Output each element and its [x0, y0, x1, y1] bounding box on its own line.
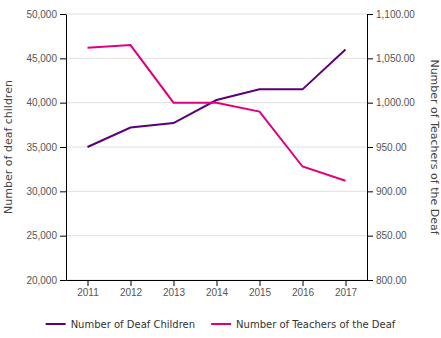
tick-label: 1,100.00 — [376, 9, 415, 20]
tick-mark — [131, 280, 132, 286]
tick-mark — [60, 147, 66, 148]
tick-mark — [60, 236, 66, 237]
grid-line — [66, 58, 367, 59]
legend-label: Number of Deaf Children — [71, 319, 195, 330]
y2-axis-title: Number of Teachers of the Deaf — [428, 59, 441, 235]
tick-label: 25,000 — [26, 230, 57, 241]
legend: Number of Deaf Children Number of Teacher… — [46, 319, 396, 330]
tick-mark — [346, 280, 347, 286]
tick-mark — [174, 280, 175, 286]
y2-axis: 800.00 850.00 900.00 950.00 1,000.00 1,050.00… — [367, 9, 415, 286]
axis-line — [66, 15, 67, 281]
tick-mark — [367, 58, 373, 59]
tick: 40,000 — [26, 97, 66, 108]
tick-mark — [367, 103, 373, 104]
grid-line — [66, 147, 367, 148]
tick-mark — [367, 280, 373, 281]
tick-mark — [367, 147, 373, 148]
tick-mark — [60, 280, 66, 281]
tick-label: 2014 — [206, 287, 229, 298]
tick: 2015 — [249, 280, 272, 298]
tick-mark — [60, 58, 66, 59]
tick-label: 2015 — [249, 287, 272, 298]
tick-mark — [367, 191, 373, 192]
tick: 35,000 — [26, 142, 66, 153]
tick: 800.00 — [367, 275, 407, 286]
chart: 2011 2012 2013 2014 2015 2016 2017 20,000 25,000… — [0, 0, 441, 338]
grid-line — [66, 191, 367, 192]
tick: 950.00 — [367, 142, 407, 153]
legend-label: Number of Teachers of the Deaf — [236, 319, 396, 330]
tick-mark — [303, 280, 304, 286]
grid-line — [66, 235, 367, 236]
legend-swatch — [46, 323, 66, 325]
tick-mark — [88, 280, 89, 286]
tick-label: 900.00 — [376, 186, 407, 197]
y-axis-title: Number of deaf children — [2, 80, 15, 214]
tick-label: 45,000 — [26, 53, 57, 64]
tick: 50,000 — [26, 9, 66, 20]
tick: 1,050.00 — [367, 53, 415, 64]
legend-item: Number of Teachers of the Deaf — [211, 319, 396, 330]
tick-label: 2013 — [163, 287, 186, 298]
tick: 850.00 — [367, 230, 407, 241]
tick: 2012 — [120, 280, 143, 298]
plot: 2011 2012 2013 2014 2015 2016 2017 20,000 25,000… — [2, 9, 441, 298]
tick: 20,000 — [26, 275, 66, 286]
x-axis: 2011 2012 2013 2014 2015 2016 2017 — [67, 280, 368, 298]
tick-label: 30,000 — [26, 186, 57, 197]
tick-label: 20,000 — [26, 275, 57, 286]
tick-label: 2017 — [335, 287, 358, 298]
tick-mark — [60, 191, 66, 192]
tick-mark — [367, 14, 373, 15]
series-line — [88, 49, 346, 147]
legend-swatch — [211, 323, 231, 325]
y-axis: 20,000 25,000 30,000 35,000 40,000 45,000 50,0… — [26, 9, 66, 286]
tick-mark — [260, 280, 261, 286]
tick-label: 40,000 — [26, 97, 57, 108]
tick-mark — [60, 103, 66, 104]
tick: 1,100.00 — [367, 9, 415, 20]
tick: 30,000 — [26, 186, 66, 197]
tick-label: 1,000.00 — [376, 97, 415, 108]
tick: 2016 — [292, 280, 315, 298]
tick-label: 2016 — [292, 287, 315, 298]
tick-label: 950.00 — [376, 142, 407, 153]
tick-mark — [367, 236, 373, 237]
tick: 45,000 — [26, 53, 66, 64]
grid — [66, 14, 367, 280]
lines — [88, 45, 346, 181]
tick: 2017 — [335, 280, 358, 298]
tick: 900.00 — [367, 186, 407, 197]
grid-line — [66, 14, 367, 15]
tick-label: 35,000 — [26, 142, 57, 153]
tick: 25,000 — [26, 230, 66, 241]
tick: 2014 — [206, 280, 229, 298]
tick: 2011 — [77, 280, 99, 298]
tick-label: 1,050.00 — [376, 53, 415, 64]
tick: 2013 — [163, 280, 186, 298]
tick: 1,000.00 — [367, 97, 415, 108]
tick-label: 2011 — [77, 287, 99, 298]
tick-mark — [217, 280, 218, 286]
tick-mark — [60, 14, 66, 15]
tick-label: 50,000 — [26, 9, 57, 20]
tick-label: 2012 — [120, 287, 143, 298]
tick-label: 850.00 — [376, 230, 407, 241]
tick-label: 800.00 — [376, 275, 407, 286]
legend-item: Number of Deaf Children — [46, 319, 195, 330]
series-line — [88, 45, 346, 181]
